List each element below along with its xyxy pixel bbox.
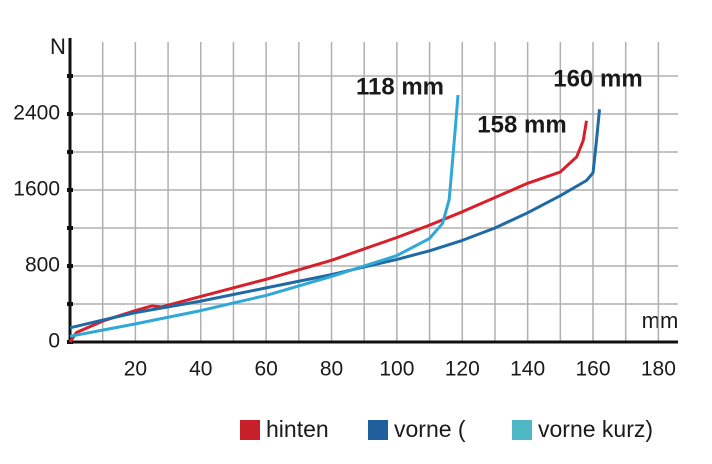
y-tick-mark [67,112,73,116]
legend-swatch [368,420,388,440]
series-line [69,109,601,330]
x-tick-label: 140 [510,358,545,381]
legend-swatch [512,420,532,440]
x-tick-label: 100 [379,358,414,381]
x-tick-label: 20 [124,358,147,381]
y-tick-mark [67,226,73,230]
y-axis-label: N [50,34,66,59]
x-tick-label: 120 [445,358,480,381]
legend-label: vorne ( [394,416,466,442]
y-tick-mark [67,188,73,192]
series-line [68,120,588,343]
x-tick-label: 60 [254,358,277,381]
legend-swatch [240,420,260,440]
y-tick-label: 0 [48,330,60,353]
y-tick-label: 1600 [13,178,60,201]
x-tick-label: 40 [189,358,212,381]
y-tick-label: 800 [25,254,60,277]
y-tick-mark [67,302,73,306]
series-line [69,94,460,338]
y-tick-mark [67,264,73,268]
x-axis-label: mm [642,308,679,333]
y-tick-mark [67,150,73,154]
legend-label: vorne kurz) [538,416,653,442]
x-tick-label: 80 [320,358,343,381]
annotation: 118 mm [356,73,444,100]
y-tick-mark [67,74,73,78]
legend-label: hinten [266,416,329,442]
x-tick-label: 160 [575,358,610,381]
x-tick-label: 180 [641,358,676,381]
annotation: 160 mm [553,65,642,92]
y-tick-label: 2400 [13,102,60,125]
annotation: 158 mm [477,111,566,138]
